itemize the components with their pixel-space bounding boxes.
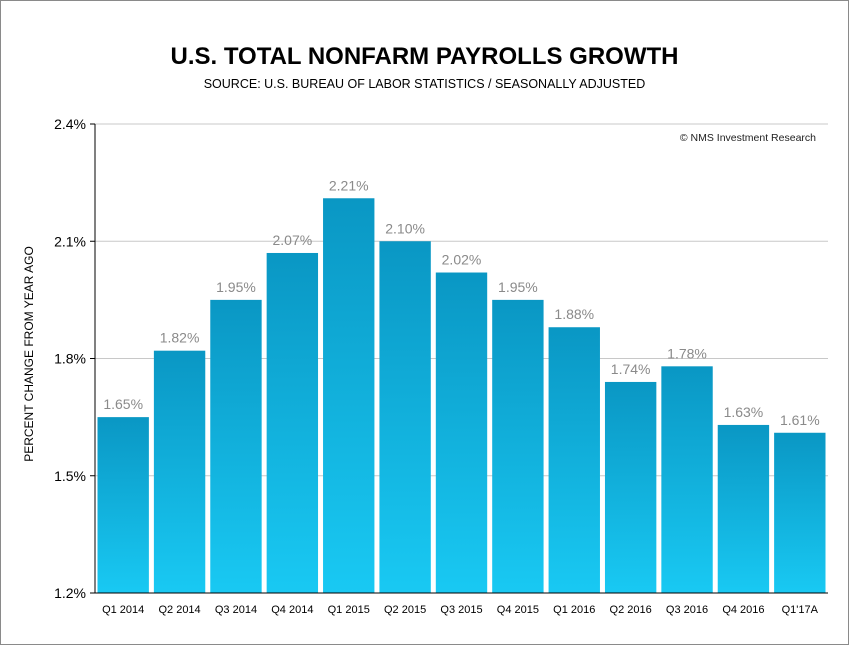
y-tick-label: 1.5% xyxy=(54,468,86,484)
bar xyxy=(661,366,713,593)
bar xyxy=(774,432,826,593)
y-tick-label: 2.1% xyxy=(54,233,86,249)
bar xyxy=(379,241,431,593)
x-tick-label: Q4 2016 xyxy=(722,604,764,616)
x-tick-label: Q4 2014 xyxy=(271,604,313,616)
bar xyxy=(717,424,770,593)
x-tick-label: Q1'17A xyxy=(782,604,819,616)
data-label: 1.63% xyxy=(724,404,764,420)
data-label: 2.10% xyxy=(385,220,425,236)
x-tick-label: Q3 2015 xyxy=(440,604,482,616)
data-label: 2.21% xyxy=(329,177,369,193)
chart-subtitle: SOURCE: U.S. BUREAU OF LABOR STATISTICS … xyxy=(203,77,646,91)
bar xyxy=(266,252,319,593)
x-tick-label: Q2 2016 xyxy=(610,604,652,616)
x-tick-label: Q1 2016 xyxy=(553,604,595,616)
x-tick-label: Q2 2015 xyxy=(384,604,426,616)
chart-title: U.S. TOTAL NONFARM PAYROLLS GROWTH xyxy=(170,43,679,70)
data-label: 1.95% xyxy=(498,279,538,295)
bar xyxy=(492,299,544,593)
data-label: 2.02% xyxy=(442,252,482,268)
y-tick-label: 2.4% xyxy=(54,116,86,132)
bar xyxy=(435,272,488,593)
x-tick-label: Q1 2015 xyxy=(328,604,370,616)
y-tick-label: 1.2% xyxy=(54,585,86,601)
data-labels: 1.65% 1.82% 1.95% 2.07% 2.21% 2.10% 2.02% 1.95%… xyxy=(103,177,819,428)
bar xyxy=(548,327,600,593)
x-tick-label: Q3 2014 xyxy=(215,604,257,616)
data-label: 1.65% xyxy=(103,396,143,412)
axes: 1.2% 1.5% 1.8% 2.1% 2.4% Q1 2014 Q2 2014 Q3 201… xyxy=(54,116,828,616)
data-label: 1.82% xyxy=(160,330,200,346)
bar xyxy=(97,417,149,593)
x-tick-label: Q3 2016 xyxy=(666,604,708,616)
data-label: 1.95% xyxy=(216,279,256,295)
bars xyxy=(97,198,826,593)
data-label: 1.78% xyxy=(667,345,707,361)
copyright-note: © NMS Investment Research xyxy=(680,132,816,144)
y-tick-label: 1.8% xyxy=(54,351,86,367)
x-tick-label: Q4 2015 xyxy=(497,604,539,616)
bar xyxy=(323,198,375,593)
y-axis-label: PERCENT CHANGE FROM YEAR AGO xyxy=(22,246,36,462)
bar xyxy=(210,299,262,593)
x-tick-label: Q1 2014 xyxy=(102,604,144,616)
bar xyxy=(153,350,206,593)
data-label: 1.61% xyxy=(780,412,820,428)
x-tick-label: Q2 2014 xyxy=(158,604,200,616)
data-label: 1.74% xyxy=(611,361,651,377)
data-label: 1.88% xyxy=(554,306,594,322)
data-label: 2.07% xyxy=(272,232,312,248)
bar xyxy=(604,381,657,593)
